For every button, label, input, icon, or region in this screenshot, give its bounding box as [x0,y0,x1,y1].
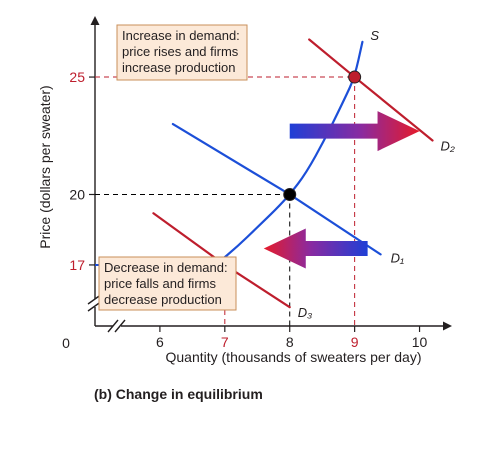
equilibrium-point [283,187,297,201]
annotation-box [116,24,248,81]
equilibrium-point [348,70,362,84]
curve-label: S [370,28,379,43]
shift-arrows [263,111,420,269]
text-labels: 6 7 8 9 10 17 20 25 0 Quantity (thousands of swea… [37,28,455,365]
curve-label: D₂ [441,138,455,153]
annotation-line: increase production [122,60,235,75]
x-axis-title: Quantity (thousands of sweaters per day) [165,349,421,365]
annotation-box [98,256,237,311]
y-tick-label: 25 [69,69,85,85]
annotation-line: decrease production [104,292,222,307]
x-tick-label: 8 [286,334,294,350]
x-tick-label: 6 [156,334,164,350]
y-tick-label: 20 [69,186,85,202]
curve-label: D₃ [298,305,313,320]
annotation-boxes: Increase in demand:price rises and firms… [98,24,248,311]
x-axis-arrowhead [443,321,452,331]
y-tick-label: 17 [69,257,85,273]
curve-label: D₁ [391,250,405,265]
origin-label: 0 [62,335,70,351]
x-axis-break-mark [114,319,126,333]
annotation-line: Increase in demand: [122,28,240,43]
x-tick-label: 9 [351,334,359,350]
y-axis-title: Price (dollars per sweater) [37,85,53,248]
annotation-line: Decrease in demand: [104,260,228,275]
y-axis-arrowhead [90,16,100,25]
figure-caption: (b) Change in equilibrium [94,386,263,402]
x-axis-break-gap [113,322,121,330]
annotation-line: price falls and firms [104,276,216,291]
shift-right-arrow [289,111,420,152]
annotation-line: price rises and firms [122,44,239,59]
curve-d [171,122,382,256]
y-axis-break-gap [91,299,99,307]
shift-left-arrow [263,228,368,269]
x-axis-break-mark [107,319,119,333]
x-tick-label: 7 [221,334,229,350]
x-tick-label: 10 [412,334,428,350]
